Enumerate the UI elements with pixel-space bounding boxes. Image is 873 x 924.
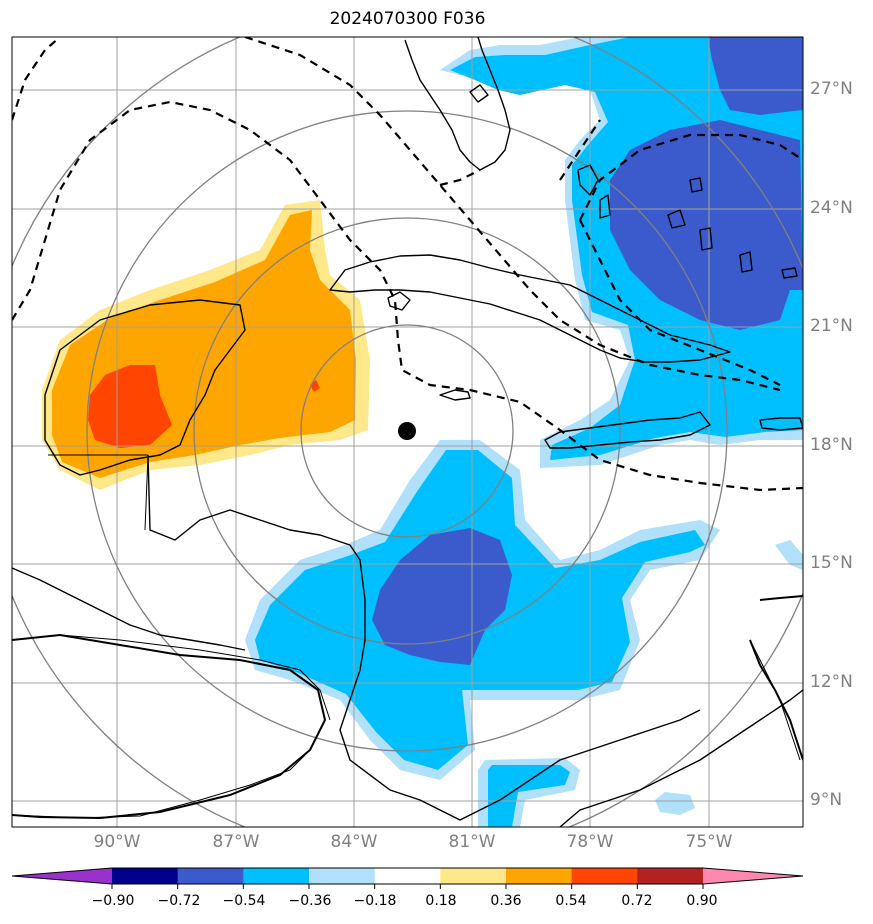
- colorbar-segment: [177, 868, 244, 884]
- lon-label-81w: 81°W: [448, 832, 496, 852]
- colorbar-tick: 0.72: [621, 893, 653, 909]
- range-rings: [12, 37, 803, 827]
- colorbar-tick: 0.18: [425, 893, 457, 909]
- colorbar-segment: [374, 868, 441, 884]
- colorbar-segment: [571, 868, 638, 884]
- colorbar-extend-low: [12, 868, 112, 884]
- negative-anomaly-south-strong: [372, 528, 512, 665]
- negative-anomaly-panama: [488, 765, 570, 827]
- colorbar-tick: −0.18: [353, 893, 397, 909]
- negative-anomaly-small-light: [655, 792, 695, 815]
- plot-title: 2024070300 F036: [329, 9, 486, 29]
- colorbar-segment: [112, 868, 179, 884]
- colorbar-extend-high: [703, 868, 803, 884]
- gridlines: [12, 37, 803, 827]
- dashed-contours: [12, 37, 803, 492]
- lon-label-87w: 87°W: [212, 832, 260, 852]
- colorbar-tick: 0.36: [490, 893, 522, 909]
- map-area: [12, 37, 803, 827]
- colorbar-tick: −0.90: [91, 893, 135, 909]
- negative-anomaly-edge-light: [775, 540, 803, 570]
- lat-label-21n: 21°N: [810, 316, 853, 336]
- colorbar-segment: [637, 868, 704, 884]
- coastlines: [12, 37, 803, 827]
- colorbar-tick: 0.54: [555, 893, 587, 909]
- colorbar-segment: [506, 868, 573, 884]
- map-frame: [11, 36, 804, 828]
- colorbar-tick: 0.90: [686, 893, 718, 909]
- solid-contours: [12, 595, 803, 820]
- lon-label-84w: 84°W: [330, 832, 378, 852]
- lat-label-24n: 24°N: [810, 198, 853, 218]
- colorbar-tick: −0.54: [222, 893, 266, 909]
- negative-anomaly-east-strong: [610, 120, 803, 330]
- colorbar-segment: [309, 868, 376, 884]
- lat-label-18n: 18°N: [810, 435, 853, 455]
- lat-label-9n: 9°N: [810, 790, 843, 810]
- lon-label-75w: 75°W: [685, 832, 733, 852]
- positive-anomaly-strong: [88, 365, 172, 448]
- lon-label-78w: 78°W: [566, 832, 614, 852]
- colorbar-tick: −0.72: [157, 893, 201, 909]
- lon-label-90w: 90°W: [93, 832, 141, 852]
- colorbar-tick: −0.36: [288, 893, 332, 909]
- colorbar-segment: [440, 868, 507, 884]
- lat-label-15n: 15°N: [810, 553, 853, 573]
- storm-center-dot: [398, 422, 416, 440]
- negative-anomaly-ne-strong: [708, 37, 803, 115]
- lat-label-12n: 12°N: [810, 672, 853, 692]
- colorbar-segment: [243, 868, 310, 884]
- lat-label-27n: 27°N: [810, 79, 853, 99]
- colorbar: [11, 867, 804, 889]
